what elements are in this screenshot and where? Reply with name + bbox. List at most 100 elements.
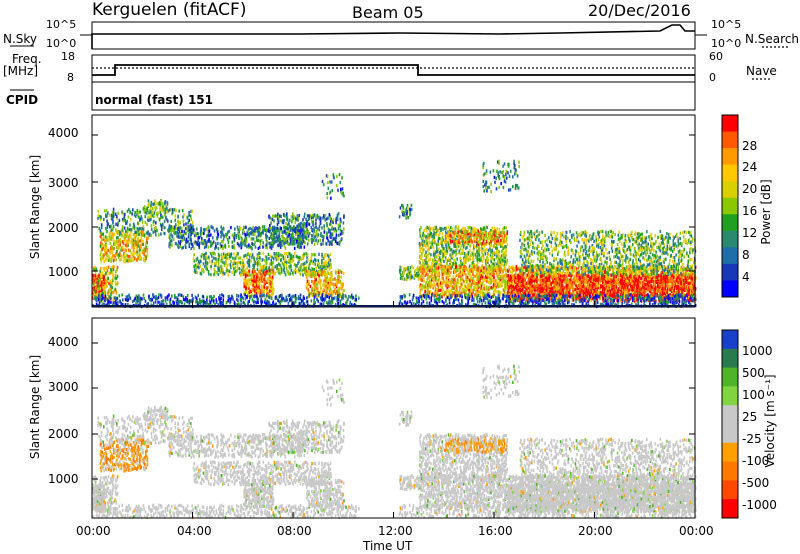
power-cell [326, 222, 328, 226]
power-cell [117, 231, 119, 235]
power-cell [302, 228, 304, 232]
power-cell [261, 286, 263, 290]
power-cell [485, 225, 487, 229]
power-cell [440, 228, 442, 233]
power-cell [269, 224, 271, 228]
power-cell [448, 245, 451, 250]
power-cell [566, 276, 568, 280]
power-cell [503, 274, 505, 278]
power-cell [252, 229, 254, 233]
power-cell [478, 239, 481, 243]
power-cell [455, 283, 458, 287]
power-cell [95, 267, 98, 271]
power-cell [328, 213, 331, 217]
power-cell [109, 251, 112, 255]
power-cell [434, 252, 436, 256]
power-cell [448, 238, 451, 243]
power-cell [438, 282, 441, 286]
power-cell [473, 265, 475, 269]
power-cell [325, 289, 327, 293]
power-cell [289, 242, 291, 246]
power-cell [314, 262, 316, 266]
power-cell [295, 228, 297, 232]
power-cell [512, 276, 514, 280]
power-cell [486, 259, 488, 264]
power-cell [312, 223, 315, 227]
power-cell [269, 242, 272, 246]
power-cell [471, 240, 474, 244]
power-cell [603, 281, 605, 285]
power-cell [427, 233, 429, 237]
power-cell [568, 284, 570, 288]
power-cell [217, 258, 220, 262]
power-cell [492, 244, 495, 248]
power-cell [491, 235, 494, 239]
power-cell [224, 245, 227, 249]
power-cell [265, 270, 267, 274]
power-cell [281, 230, 284, 235]
power-cell [535, 270, 538, 274]
power-cell [499, 263, 502, 267]
power-cell [177, 224, 179, 228]
power-cell [422, 243, 424, 247]
power-cell [220, 232, 223, 236]
power-cell [222, 237, 225, 241]
power-cell [292, 254, 295, 259]
power-cell [241, 261, 243, 265]
power-cell [262, 285, 264, 290]
power-cell [429, 279, 431, 283]
power-cell [440, 238, 442, 242]
power-cell [162, 225, 165, 229]
power-cell [494, 246, 497, 250]
power-cell [479, 269, 482, 273]
power-cell [474, 244, 476, 248]
power-cell [145, 256, 147, 261]
power-cell [326, 236, 329, 240]
power-cell [475, 246, 477, 250]
power-cell [500, 244, 503, 248]
power-cell [92, 279, 95, 283]
power-cell [144, 205, 146, 209]
power-cell [427, 283, 430, 287]
power-cell [268, 262, 271, 266]
power-cell [136, 212, 138, 216]
power-cell [112, 226, 114, 231]
power-cell [582, 286, 584, 290]
power-cell [467, 269, 469, 273]
power-cell [117, 235, 119, 240]
power-cell [464, 228, 467, 232]
power-cell [154, 205, 156, 209]
power-cell [473, 287, 476, 291]
power-cell [460, 265, 462, 269]
power-cell [311, 286, 314, 290]
power-cell [539, 268, 541, 272]
power-cell [472, 233, 475, 237]
power-cell [279, 214, 281, 218]
power-cell [243, 292, 245, 296]
power-cell [260, 258, 263, 262]
power-cell [453, 235, 456, 239]
power-cell [428, 228, 431, 232]
power-cell [339, 286, 341, 290]
power-cell [256, 273, 259, 277]
power-cell [453, 239, 455, 243]
power-cell [461, 230, 463, 234]
power-cell [497, 283, 500, 287]
power-cell [482, 231, 484, 235]
power-cell [303, 230, 305, 234]
power-cell [256, 275, 259, 279]
power-cell [323, 260, 326, 264]
power-cell [494, 282, 497, 286]
power-cell [424, 270, 427, 274]
power-cell [202, 239, 205, 243]
power-cell [184, 244, 187, 248]
power-cell [575, 271, 577, 275]
power-cell [125, 234, 128, 238]
power-cell [498, 257, 501, 261]
power-cell [93, 290, 95, 294]
power-cell [315, 229, 318, 233]
power-cell [273, 228, 276, 232]
power-cell [342, 283, 345, 287]
power-cell [271, 225, 274, 230]
power-cell [510, 273, 513, 277]
